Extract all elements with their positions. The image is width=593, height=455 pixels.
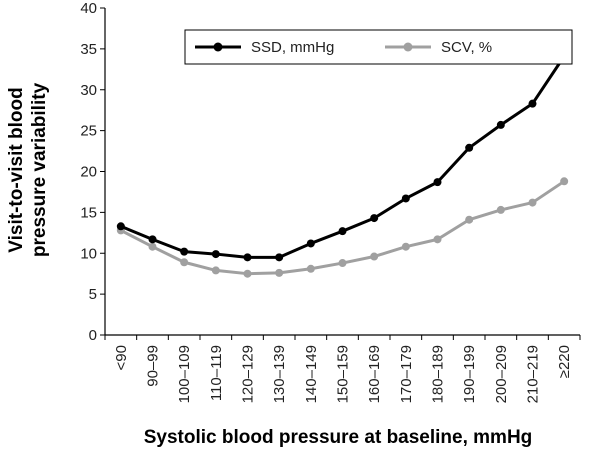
data-point [180, 258, 189, 267]
data-point [243, 269, 252, 278]
y-tick-label: 5 [89, 286, 97, 303]
x-tick-label: 170–179 [398, 345, 415, 403]
data-point [211, 250, 220, 259]
data-point [243, 253, 252, 262]
data-point [370, 214, 379, 223]
y-tick-label: 0 [89, 327, 97, 344]
data-point [116, 222, 125, 231]
data-point [560, 177, 569, 186]
data-point [148, 235, 157, 244]
legend-label: SSD, mmHg [251, 39, 334, 56]
data-point [528, 198, 537, 207]
x-tick-label: 90–99 [145, 345, 162, 387]
data-point [465, 215, 474, 224]
data-point [306, 264, 315, 273]
series-line [120, 55, 566, 259]
x-axis: <90 90–99 100–109 110–119 120–129 130–139 140–… [104, 334, 581, 403]
x-tick-label: 140–149 [303, 345, 320, 403]
x-tick-label: <90 [113, 345, 130, 370]
data-point [401, 242, 410, 251]
y-axis-title-line-1: Visit-to-visit blood [6, 87, 27, 252]
legend-marker [403, 42, 413, 52]
x-tick-label: 190–199 [461, 345, 478, 403]
data-point [338, 259, 347, 268]
data-point [528, 99, 537, 108]
y-tick-label: 15 [80, 204, 97, 221]
data-point [148, 242, 157, 251]
data-point [275, 268, 284, 277]
x-tick-label: 180–189 [430, 345, 447, 403]
legend-marker [213, 42, 223, 52]
x-tick-label: 130–139 [271, 345, 288, 403]
x-tick-label: 200–209 [493, 345, 510, 403]
data-point [338, 227, 347, 236]
data-point [370, 252, 379, 261]
x-tick-label: 160–169 [366, 345, 383, 403]
x-tick-label: 100–109 [176, 345, 193, 403]
y-tick-label: 30 [80, 82, 97, 99]
x-tick-label: 210–219 [525, 345, 542, 403]
legend-item-1: SCV, % [385, 39, 492, 56]
legend-item-0: SSD, mmHg [195, 39, 334, 56]
data-point [180, 247, 189, 256]
data-point [433, 235, 442, 244]
data-point [465, 143, 474, 152]
y-tick-label: 40 [80, 0, 97, 17]
data-point [496, 205, 505, 214]
legend: SSD, mmHg SCV, % [184, 29, 573, 65]
legend-box [184, 29, 573, 65]
data-point [401, 194, 410, 203]
y-axis: 0 5 10 15 20 25 30 35 40 [80, 0, 106, 344]
x-tick-label: ≥220 [556, 345, 573, 378]
x-tick-label: 150–159 [335, 345, 352, 403]
y-tick-label: 10 [80, 245, 97, 262]
y-axis-title: Visit-to-visit blood pressure variabilit… [6, 82, 50, 257]
legend-label: SCV, % [441, 39, 492, 56]
data-point [496, 120, 505, 129]
x-tick-label: 120–129 [240, 345, 257, 403]
y-axis-title-line-2: pressure variability [29, 82, 50, 257]
data-point [433, 178, 442, 187]
data-point [275, 253, 284, 262]
y-tick-label: 35 [80, 41, 97, 58]
data-point [306, 239, 315, 248]
x-tick-label: 110–119 [208, 345, 225, 401]
series-layer [116, 52, 569, 278]
data-point [211, 266, 220, 275]
series-0 [116, 52, 569, 262]
y-tick-label: 25 [80, 123, 97, 140]
y-tick-label: 20 [80, 164, 97, 181]
x-axis-title: Systolic blood pressure at baseline, mmH… [144, 427, 533, 448]
